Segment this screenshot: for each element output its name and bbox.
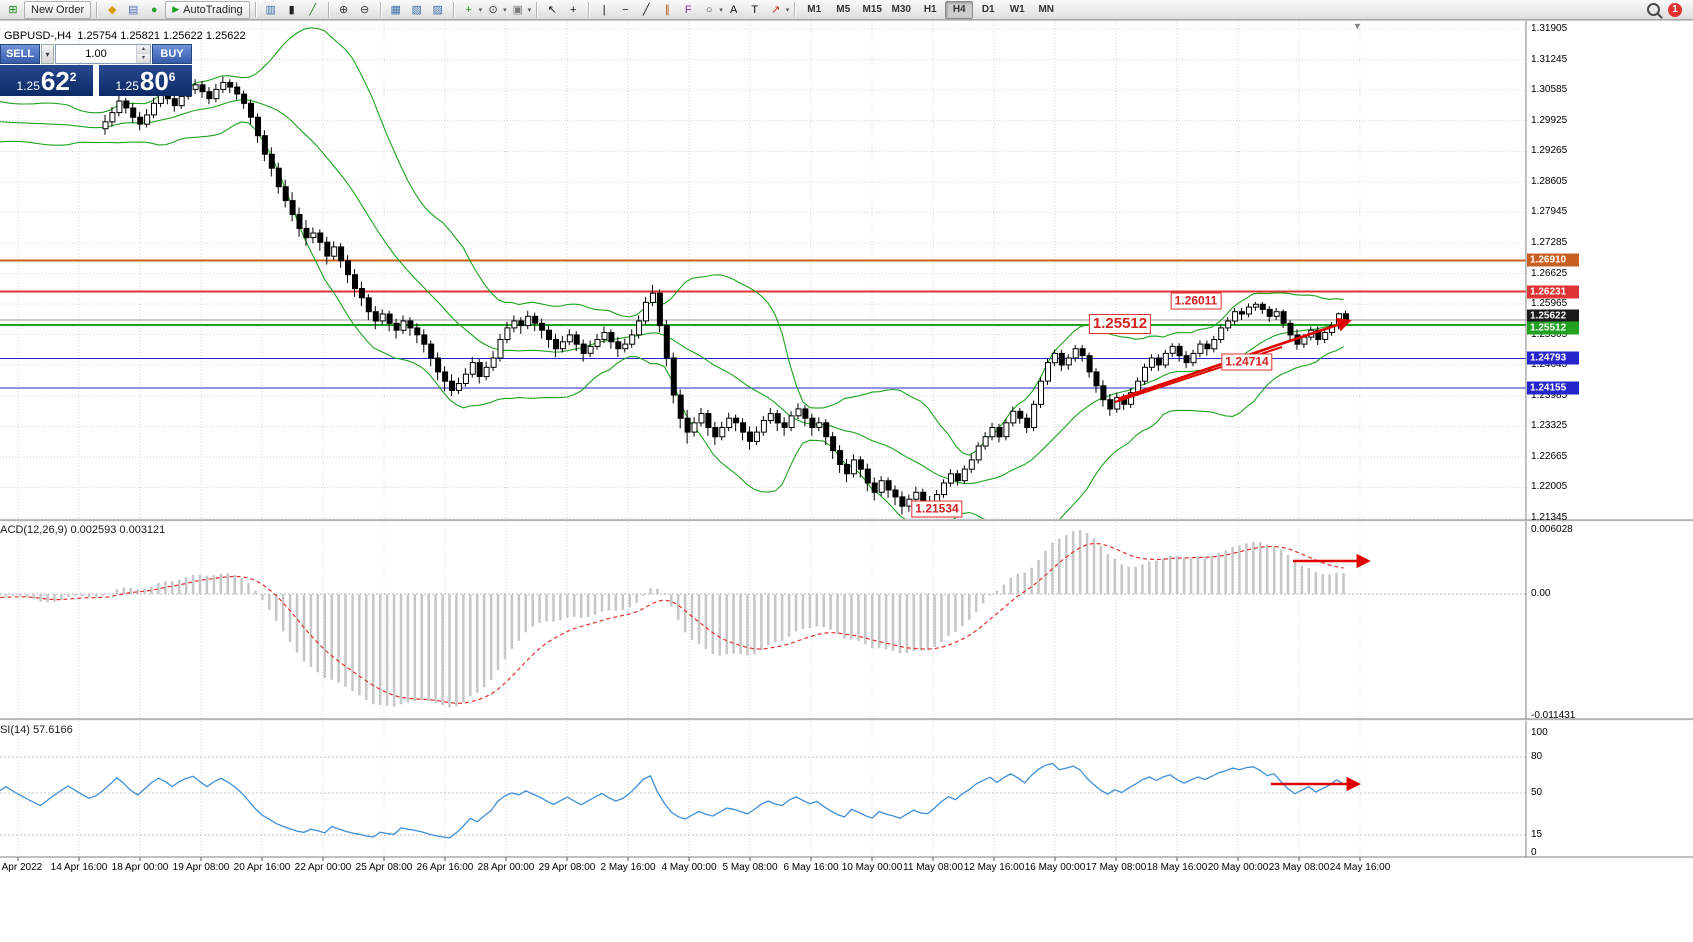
horizontal-line-icon[interactable]: − xyxy=(621,3,629,16)
chart-ohlc-title: GBPUSD-,H4 1.25754 1.25821 1.25622 1.256… xyxy=(4,30,246,42)
volume-down-button[interactable]: ▾ xyxy=(137,54,150,63)
vertical-line-icon[interactable]: | xyxy=(602,3,606,16)
cursor-icon[interactable]: ↖ xyxy=(547,3,557,16)
new-order-chart-icon[interactable]: ⊞ xyxy=(8,3,18,16)
timeframe-m30-button[interactable]: M30 xyxy=(891,4,911,15)
crosshair-icon[interactable]: + xyxy=(569,3,577,16)
text-label-icon[interactable]: T xyxy=(751,3,759,16)
indicators-icon-caret: ▾ xyxy=(478,6,483,14)
zoom-out-icon[interactable]: ⊖ xyxy=(360,3,370,16)
arrows-tool-icon-caret: ▾ xyxy=(785,6,790,14)
templates-icon-caret: ▾ xyxy=(527,6,532,14)
timeframe-m5-button[interactable]: M5 xyxy=(836,4,851,15)
toolbar-separator xyxy=(794,2,796,17)
search-icon[interactable] xyxy=(1647,3,1660,16)
autotrading-button-icon: ▶ xyxy=(172,4,180,14)
toolbar-separator xyxy=(452,2,454,17)
new-order-button[interactable]: New Order xyxy=(24,0,92,19)
toolbar: ⊞ New Order ◆ ▤ ● ▶ AutoTrading ▥ ▮ ╱ ⊕ ⊖ ▦ ▧ ▨ + ▾ ⊙ ▾ ▣ ▾ ↖… xyxy=(0,0,1693,20)
sell-price-big: 62 xyxy=(40,66,70,96)
refresh-icon[interactable]: ● xyxy=(150,3,158,16)
templates-icon[interactable]: ▣ xyxy=(512,3,523,16)
chart-symbol-period: GBPUSD-,H4 xyxy=(4,30,72,42)
shapes-icon-caret: ▾ xyxy=(719,6,723,14)
shapes-icon[interactable]: ○ xyxy=(705,3,713,16)
chart-shift-marker[interactable]: ▼ xyxy=(1353,21,1362,31)
buy-price-big: 80 xyxy=(139,66,169,96)
sell-price-button[interactable]: 1.25 62 2 xyxy=(0,65,93,96)
toolbar-separator xyxy=(536,2,538,17)
text-icon[interactable]: A xyxy=(730,3,738,16)
indicators-icon[interactable]: + xyxy=(465,3,472,16)
sell-price-small: 1.25 xyxy=(16,79,40,93)
timeframe-m15-button[interactable]: M15 xyxy=(862,4,882,15)
volume-field: ▴ ▾ xyxy=(55,44,151,64)
order-options-caret[interactable]: ▾ xyxy=(41,44,54,64)
timeframe-m1-button[interactable]: M1 xyxy=(807,4,822,15)
metaeditor-icon[interactable]: ◆ xyxy=(107,3,117,16)
notification-badge[interactable]: 1 xyxy=(1668,2,1682,17)
volume-input[interactable] xyxy=(56,45,136,63)
toolbar-separator xyxy=(588,2,590,17)
buy-price-sup: 6 xyxy=(168,70,176,84)
periods-icon[interactable]: ⊙ xyxy=(488,3,498,16)
zoom-in-icon[interactable]: ⊕ xyxy=(339,3,349,16)
candlestick-chart-icon[interactable]: ▮ xyxy=(288,3,295,16)
equidistant-channel-icon[interactable]: ∥ xyxy=(664,3,670,16)
buy-price-button[interactable]: 1.25 80 6 xyxy=(99,65,192,96)
volume-spinner: ▴ ▾ xyxy=(136,45,150,63)
timeframe-h4-button[interactable]: H4 xyxy=(945,0,974,19)
arrows-tool-icon[interactable]: ↗ xyxy=(771,3,781,16)
toolbar-separator xyxy=(96,2,98,17)
new-order-button-label: New Order xyxy=(31,3,85,16)
buy-button[interactable]: BUY xyxy=(152,44,192,64)
volume-up-button[interactable]: ▴ xyxy=(137,45,150,54)
autotrading-button-label: AutoTrading xyxy=(183,3,243,16)
cascade-windows-icon[interactable]: ▨ xyxy=(432,3,443,16)
tile-windows-icon[interactable]: ▦ xyxy=(390,3,401,16)
timeframe-w1-button[interactable]: W1 xyxy=(1009,4,1025,15)
timeframe-mn-button[interactable]: MN xyxy=(1038,4,1054,15)
sell-price-sup: 2 xyxy=(69,70,77,84)
timeframe-h1-button[interactable]: H1 xyxy=(923,4,937,15)
timeframe-d1-button[interactable]: D1 xyxy=(981,4,995,15)
print-icon[interactable]: ▤ xyxy=(127,3,139,16)
autotrading-button[interactable]: ▶ AutoTrading xyxy=(165,0,250,19)
toolbar-separator xyxy=(327,2,329,17)
bar-chart-icon[interactable]: ▥ xyxy=(265,3,276,16)
toolbar-separator xyxy=(379,2,381,17)
buy-price-small: 1.25 xyxy=(115,79,139,93)
periods-icon-caret: ▾ xyxy=(503,6,507,14)
chart-ohlc-values: 1.25754 1.25821 1.25622 1.25622 xyxy=(77,30,246,42)
trendline-icon[interactable]: ╱ xyxy=(642,3,650,16)
line-chart-icon[interactable]: ╱ xyxy=(309,3,316,16)
arrange-windows-icon[interactable]: ▧ xyxy=(411,3,422,16)
toolbar-right: 1 xyxy=(1647,2,1690,17)
sell-button[interactable]: SELL xyxy=(0,44,40,64)
fibonacci-icon[interactable]: F xyxy=(684,3,692,16)
toolbar-separator xyxy=(254,2,256,17)
